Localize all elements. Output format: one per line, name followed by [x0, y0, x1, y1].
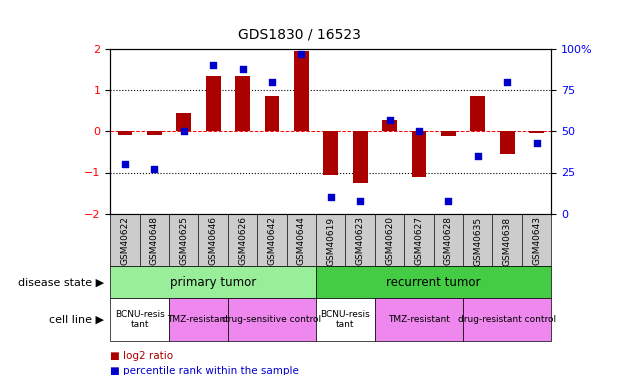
- Text: BCNU-resis
tant: BCNU-resis tant: [321, 310, 370, 329]
- Text: disease state ▶: disease state ▶: [18, 277, 104, 287]
- Text: GSM40626: GSM40626: [238, 216, 247, 266]
- Bar: [471, 96, 485, 131]
- Point: [414, 128, 424, 134]
- Bar: [228, 298, 316, 341]
- Bar: [316, 266, 551, 298]
- Bar: [411, 131, 427, 177]
- Bar: [500, 131, 515, 154]
- Text: ■ log2 ratio: ■ log2 ratio: [110, 351, 173, 361]
- Text: GSM40646: GSM40646: [209, 216, 217, 266]
- Text: GDS1830 / 16523: GDS1830 / 16523: [238, 27, 361, 41]
- Point: [238, 66, 248, 72]
- Text: GSM40623: GSM40623: [356, 216, 365, 266]
- Bar: [463, 298, 551, 341]
- Bar: [118, 131, 132, 135]
- Point: [208, 62, 218, 68]
- Bar: [316, 298, 375, 341]
- Point: [120, 161, 130, 167]
- Bar: [441, 131, 455, 136]
- Point: [355, 198, 365, 204]
- Point: [149, 166, 159, 172]
- Text: GSM40627: GSM40627: [415, 216, 423, 266]
- Text: primary tumor: primary tumor: [170, 276, 256, 289]
- Bar: [294, 51, 309, 131]
- Bar: [265, 96, 279, 131]
- Text: TMZ-resistant: TMZ-resistant: [168, 315, 229, 324]
- Bar: [206, 76, 220, 131]
- Text: ■ percentile rank within the sample: ■ percentile rank within the sample: [110, 366, 299, 375]
- Bar: [382, 120, 397, 131]
- Point: [532, 140, 542, 146]
- Text: GSM40643: GSM40643: [532, 216, 541, 266]
- Bar: [323, 131, 338, 175]
- Bar: [176, 112, 191, 131]
- Point: [296, 51, 306, 57]
- Point: [472, 153, 483, 159]
- Text: BCNU-resis
tant: BCNU-resis tant: [115, 310, 164, 329]
- Text: cell line ▶: cell line ▶: [49, 315, 104, 325]
- Point: [267, 79, 277, 85]
- Point: [179, 128, 189, 134]
- Text: GSM40644: GSM40644: [297, 216, 306, 265]
- Bar: [375, 298, 463, 341]
- Text: GSM40620: GSM40620: [385, 216, 394, 266]
- Text: GSM40625: GSM40625: [180, 216, 188, 266]
- Text: GSM40638: GSM40638: [503, 216, 512, 266]
- Text: GSM40635: GSM40635: [473, 216, 482, 266]
- Bar: [110, 266, 316, 298]
- Text: drug-sensitive control: drug-sensitive control: [222, 315, 321, 324]
- Point: [502, 79, 512, 85]
- Text: GSM40628: GSM40628: [444, 216, 453, 266]
- Bar: [110, 298, 169, 341]
- Bar: [529, 131, 544, 134]
- Text: GSM40619: GSM40619: [326, 216, 335, 266]
- Bar: [235, 76, 250, 131]
- Bar: [147, 131, 162, 135]
- Point: [384, 117, 394, 123]
- Text: GSM40648: GSM40648: [150, 216, 159, 266]
- Text: GSM40642: GSM40642: [268, 216, 277, 265]
- Bar: [169, 298, 228, 341]
- Bar: [353, 131, 367, 183]
- Text: recurrent tumor: recurrent tumor: [386, 276, 481, 289]
- Point: [326, 194, 336, 200]
- Text: drug-resistant control: drug-resistant control: [458, 315, 556, 324]
- Text: TMZ-resistant: TMZ-resistant: [388, 315, 450, 324]
- Point: [444, 198, 454, 204]
- Text: GSM40622: GSM40622: [120, 216, 129, 265]
